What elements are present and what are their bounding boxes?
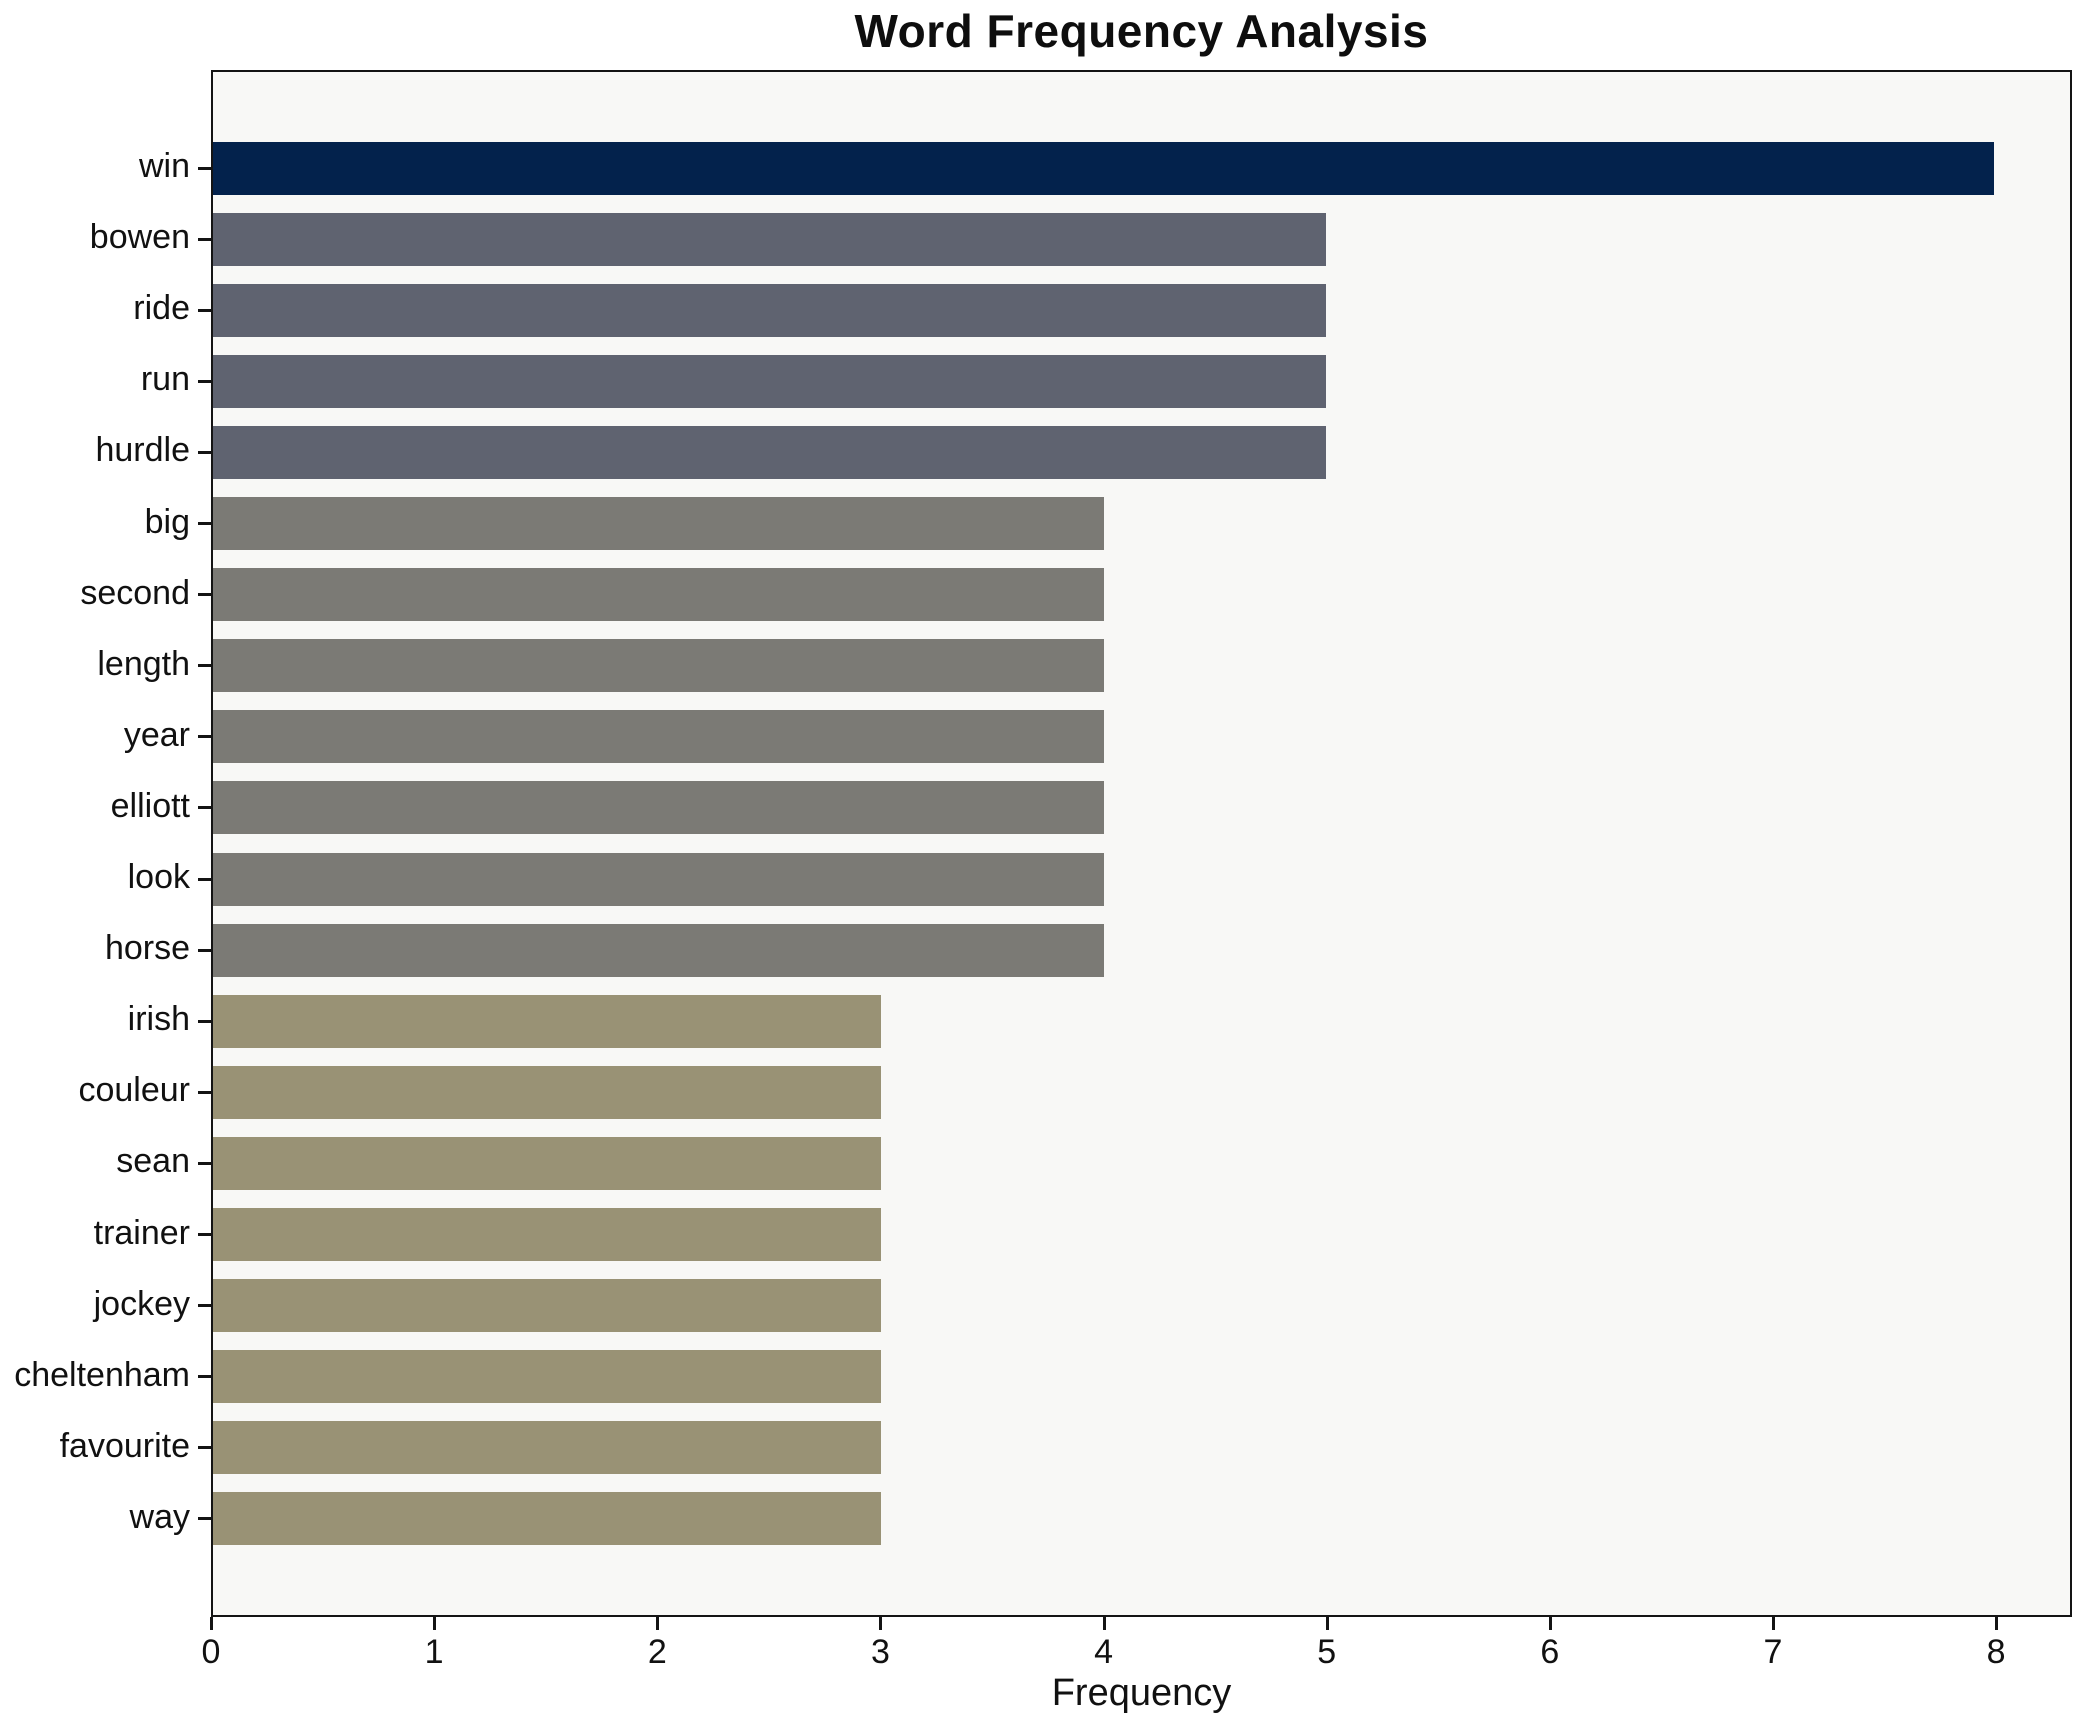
bar-ride: [213, 283, 1327, 337]
x-tick-mark: [1102, 1617, 1106, 1630]
y-tick-mark: [198, 522, 211, 525]
y-tick-label-length: length: [97, 644, 190, 683]
x-tick-mark: [210, 1617, 213, 1630]
x-tick-mark: [1771, 1617, 1775, 1630]
y-tick-label-way: way: [129, 1497, 190, 1536]
y-axis: win bowen ride run hurdle big second length year…: [0, 70, 190, 1617]
bar-favourite: [213, 1421, 881, 1475]
y-tick-label-year: year: [123, 715, 190, 754]
x-tick-label-3: 3: [870, 1633, 890, 1671]
y-tick-label-win: win: [138, 147, 190, 185]
y-tick-label-ride: ride: [133, 289, 190, 328]
x-tick-mark: [1325, 1617, 1329, 1630]
y-tick-mark: [198, 166, 211, 170]
y-tick-label-elliott: elliott: [110, 786, 190, 825]
y-tick-label-favourite: favourite: [59, 1426, 190, 1465]
y-tick-mark: [198, 1161, 211, 1165]
x-tick-mark: [1995, 1617, 1999, 1630]
y-tick-label-hurdle: hurdle: [95, 431, 190, 470]
y-tick-label-run: run: [140, 360, 190, 399]
y-tick-label-irish: irish: [127, 1000, 190, 1039]
bar-way: [213, 1492, 881, 1546]
chart-title: Word Frequency Analysis: [854, 5, 1429, 57]
x-tick-label-2: 2: [647, 1633, 667, 1671]
y-tick-mark: [198, 237, 211, 241]
x-tick-label-0: 0: [201, 1633, 221, 1671]
y-tick-mark: [198, 664, 211, 668]
bar-elliott: [213, 781, 1104, 835]
y-tick-mark: [198, 1375, 211, 1379]
bar-hurdle: [213, 425, 1327, 479]
bar-year: [213, 710, 1104, 764]
y-tick-mark: [198, 1304, 211, 1308]
y-tick-mark: [198, 1517, 211, 1521]
y-tick-label-couleur: couleur: [78, 1071, 190, 1110]
y-tick-label-bowen: bowen: [89, 218, 190, 257]
bar-length: [213, 639, 1104, 693]
bar-second: [213, 568, 1104, 622]
x-tick-mark: [1548, 1617, 1552, 1630]
bar-jockey: [213, 1279, 881, 1333]
y-tick-mark: [198, 735, 211, 739]
y-tick-mark: [198, 308, 211, 312]
y-tick-mark: [198, 1019, 211, 1023]
x-tick-mark: [433, 1617, 437, 1630]
y-tick-mark: [198, 806, 211, 810]
bar-cheltenham: [213, 1350, 881, 1404]
bar-win: [213, 141, 1995, 195]
x-tick-mark: [879, 1617, 883, 1630]
bar-trainer: [213, 1208, 881, 1261]
bar-look: [213, 852, 1104, 906]
plot-area: [198, 70, 2072, 1617]
y-tick-mark: [198, 1233, 211, 1236]
x-tick-mark: [656, 1617, 660, 1630]
x-tick-label-1: 1: [424, 1633, 444, 1671]
bar-horse: [213, 923, 1104, 977]
x-tick-label-6: 6: [1540, 1633, 1560, 1671]
y-tick-label-sean: sean: [116, 1142, 190, 1181]
y-tick-mark: [198, 1446, 211, 1450]
x-tick-label-7: 7: [1763, 1633, 1783, 1671]
x-tick-label-8: 8: [1986, 1633, 2006, 1671]
bar-bowen: [213, 212, 1327, 266]
x-tick-label-5: 5: [1317, 1633, 1337, 1671]
y-tick-mark: [198, 877, 211, 881]
y-tick-label-jockey: jockey: [93, 1284, 190, 1323]
y-tick-label-trainer: trainer: [93, 1213, 190, 1252]
x-tick-label-4: 4: [1094, 1633, 1114, 1671]
y-tick-mark: [198, 1090, 211, 1094]
y-tick-mark: [198, 379, 211, 383]
bar-sean: [213, 1136, 881, 1190]
y-tick-mark: [198, 948, 211, 952]
y-tick-label-cheltenham: cheltenham: [14, 1355, 190, 1394]
y-tick-label-second: second: [80, 573, 190, 612]
y-tick-label-look: look: [127, 858, 190, 896]
bar-run: [213, 354, 1327, 408]
x-axis: 0 1 2 3 4 5 6 7 8: [202, 1617, 2072, 1687]
bar-couleur: [213, 1065, 881, 1119]
bar-big: [213, 497, 1104, 550]
y-tick-mark: [198, 450, 211, 454]
y-tick-label-big: big: [144, 502, 190, 541]
y-tick-mark: [198, 593, 211, 597]
bar-irish: [213, 994, 881, 1048]
x-axis-label: Frequency: [1051, 1672, 1232, 1714]
y-tick-label-horse: horse: [104, 929, 190, 968]
